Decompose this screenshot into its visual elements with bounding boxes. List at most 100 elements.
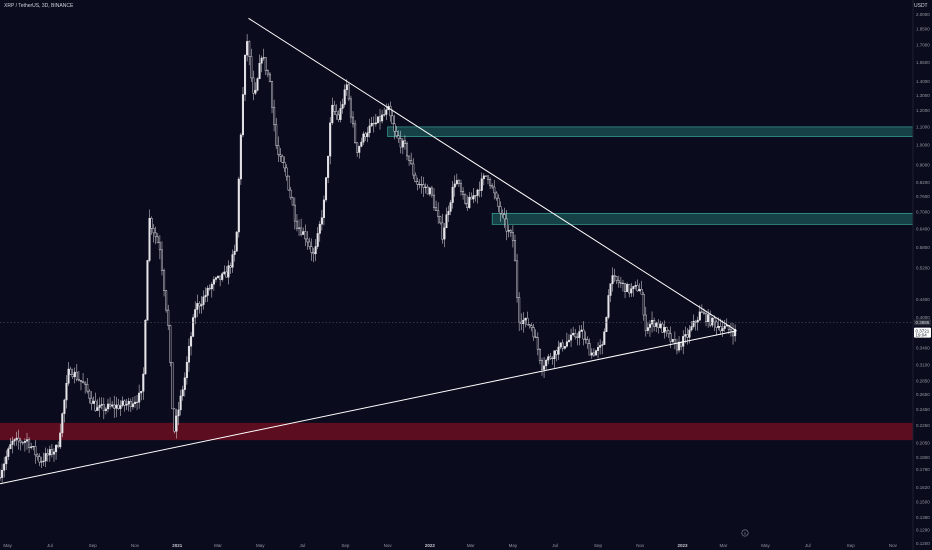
candle-body bbox=[119, 405, 122, 409]
candle-body bbox=[551, 357, 554, 360]
candle-body bbox=[611, 275, 614, 284]
price-axis-tick-label: 2.0000 bbox=[916, 12, 930, 17]
candle-body bbox=[121, 400, 124, 406]
candle-body bbox=[233, 251, 236, 255]
candle-body bbox=[34, 446, 37, 456]
candle-body bbox=[420, 184, 423, 186]
candle-body bbox=[698, 311, 701, 321]
candle-body bbox=[613, 275, 616, 277]
candle-body bbox=[92, 400, 95, 404]
candle-body bbox=[538, 349, 541, 361]
candle-body bbox=[316, 233, 319, 247]
candle-body bbox=[489, 179, 492, 186]
candle-body bbox=[279, 154, 282, 157]
candle-body bbox=[150, 218, 153, 229]
candle-body bbox=[383, 114, 386, 116]
candle-body bbox=[248, 41, 251, 57]
candle-body bbox=[104, 408, 107, 411]
candle-body bbox=[214, 277, 217, 280]
candle-body bbox=[468, 196, 471, 208]
candle-body bbox=[696, 319, 699, 323]
candle-body bbox=[621, 282, 624, 284]
candle-body bbox=[495, 192, 498, 199]
tradingview-logo-icon[interactable]: R bbox=[741, 529, 749, 537]
price-axis-tick-label: 0.5800 bbox=[916, 245, 930, 250]
candle-body bbox=[196, 303, 199, 310]
zone-support bbox=[0, 422, 913, 441]
candle-body bbox=[225, 271, 228, 278]
candle-body bbox=[208, 287, 211, 290]
candle-body bbox=[138, 392, 141, 403]
candle-body bbox=[304, 231, 307, 240]
candle-body bbox=[281, 155, 284, 163]
candle-body bbox=[82, 381, 85, 384]
candle-body bbox=[71, 374, 74, 378]
candle-body bbox=[597, 347, 600, 351]
candle-body bbox=[295, 220, 298, 229]
price-axis-tick-label: 0.1200 bbox=[916, 541, 930, 546]
candle-body bbox=[341, 104, 344, 109]
candle-body bbox=[23, 440, 26, 443]
candle-body bbox=[57, 444, 60, 448]
candle-body bbox=[617, 280, 620, 284]
candle-body bbox=[565, 341, 568, 347]
time-axis[interactable]: May Jul Sep Nov 2021 Mar May Jul Sep Nov 2022 Mar Ma… bbox=[3, 543, 897, 548]
candle-body bbox=[273, 106, 276, 125]
candle-body bbox=[385, 109, 388, 115]
candle-body bbox=[283, 162, 286, 169]
candle-body bbox=[133, 401, 137, 404]
candle-body bbox=[727, 325, 730, 330]
candle-body bbox=[570, 334, 573, 341]
candle-body bbox=[430, 187, 433, 196]
candle-body bbox=[223, 271, 226, 274]
candle-body bbox=[715, 321, 718, 328]
candle-body bbox=[592, 352, 595, 356]
time-axis-tick-label: Mar bbox=[467, 543, 475, 548]
candle-body bbox=[441, 222, 444, 240]
candle-body bbox=[1, 470, 4, 478]
candle-body bbox=[152, 228, 155, 234]
candle-body bbox=[52, 451, 56, 455]
candle-body bbox=[90, 397, 93, 404]
candle-body bbox=[619, 282, 622, 284]
candle-body bbox=[28, 439, 31, 448]
candle-body bbox=[231, 254, 234, 268]
price-axis-tick-label: 0.4000 bbox=[916, 315, 930, 320]
candle-body bbox=[275, 124, 278, 146]
candle-body bbox=[378, 116, 382, 122]
candle-body bbox=[559, 342, 562, 348]
candle-body bbox=[17, 437, 20, 442]
candle-body bbox=[356, 142, 359, 153]
time-axis-tick-label: Mar bbox=[719, 543, 727, 548]
candle-body bbox=[536, 337, 539, 350]
candle-body bbox=[665, 327, 668, 332]
candle-body bbox=[75, 371, 78, 380]
candle-body bbox=[327, 155, 330, 178]
candle-body bbox=[553, 350, 556, 360]
candle-body bbox=[586, 339, 589, 344]
candle-body bbox=[46, 453, 49, 456]
candle-body bbox=[376, 116, 379, 124]
candle-body bbox=[545, 359, 548, 367]
price-label-countdown: 19:04 bbox=[916, 333, 928, 338]
candle-body bbox=[100, 404, 103, 406]
time-axis-tick-label: Jul bbox=[552, 543, 558, 548]
candle-body bbox=[44, 453, 47, 462]
time-axis-tick-label: May bbox=[256, 543, 265, 548]
symbol-header[interactable]: XRP / TetherUS, 3D, BINANCE bbox=[4, 3, 74, 9]
candle-body bbox=[476, 189, 479, 196]
candle-body bbox=[667, 330, 670, 334]
candle-body bbox=[601, 344, 604, 346]
candle-body bbox=[40, 461, 43, 463]
candle-body bbox=[447, 211, 450, 215]
candle-body bbox=[235, 231, 238, 252]
candle-body bbox=[183, 377, 186, 390]
candle-body bbox=[482, 175, 485, 180]
candle-body bbox=[163, 270, 166, 291]
candle-body bbox=[268, 73, 271, 82]
candle-body bbox=[410, 160, 413, 165]
candle-body bbox=[563, 346, 566, 349]
candle-body bbox=[642, 294, 645, 316]
price-axis-tick-label: 1.7000 bbox=[916, 43, 930, 48]
